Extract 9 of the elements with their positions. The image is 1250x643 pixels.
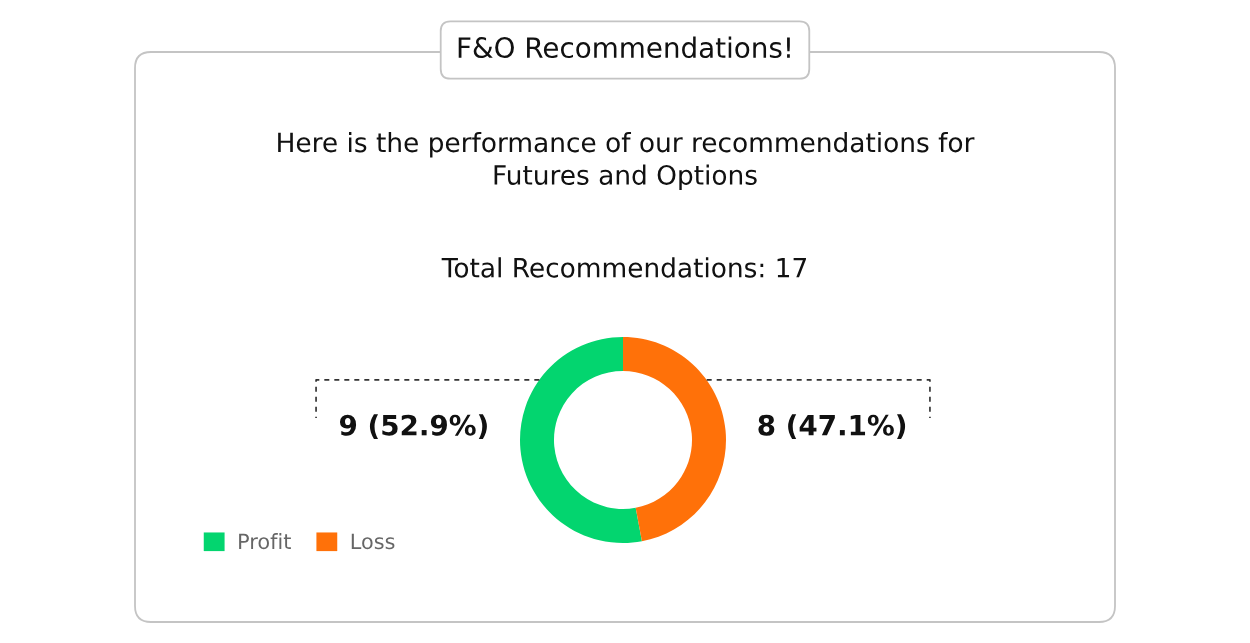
data-label: 9 (52.9%) [339, 414, 487, 439]
chart-title: F&O Recommendations! [458, 36, 790, 59]
donut-slice [520, 337, 642, 543]
legend-label: Loss [351, 533, 395, 550]
donut-slice [623, 337, 726, 542]
legend-label: Profit [239, 533, 291, 550]
text: Total Recommendations: 17 [441, 257, 806, 278]
data-label: 8 (47.1%) [758, 414, 906, 439]
chart-subtitle: Here is the performance of our recommendations for Futures and Options [278, 131, 975, 191]
